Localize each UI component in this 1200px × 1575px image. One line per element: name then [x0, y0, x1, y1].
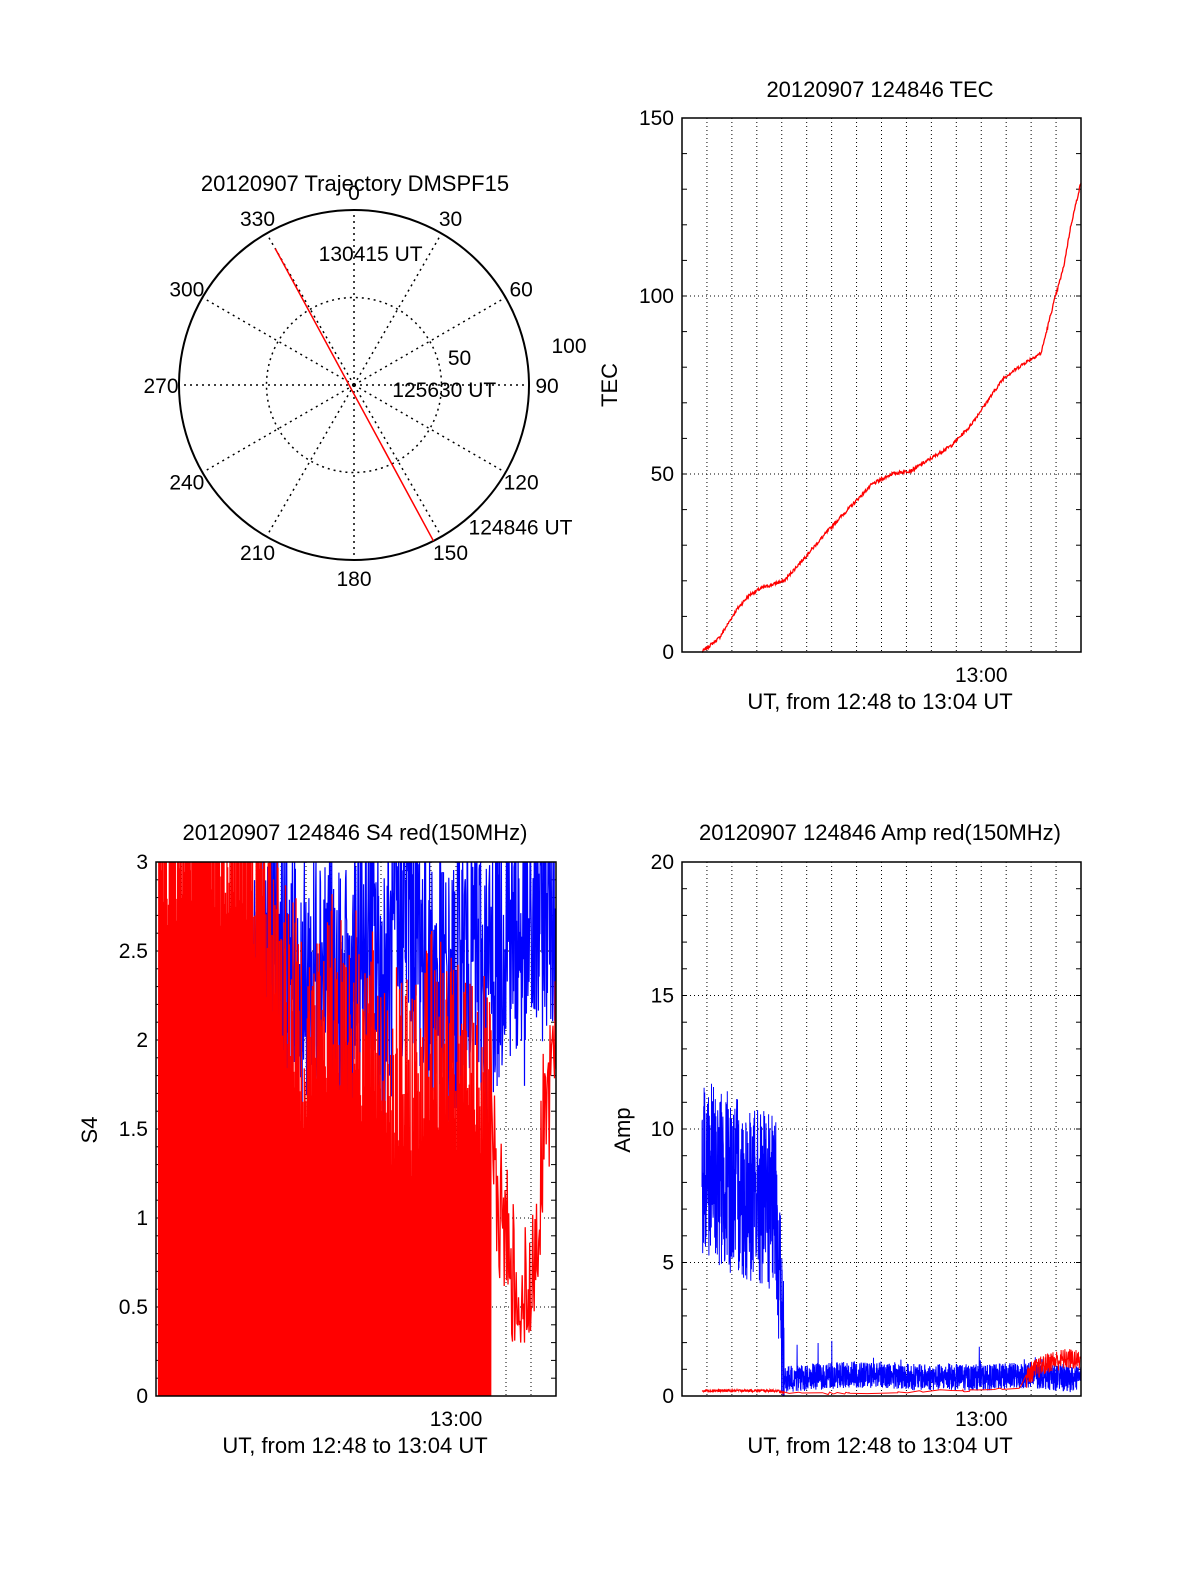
y-tick-label: 0.5	[119, 1296, 148, 1319]
s4-title: 20120907 124846 S4 red(150MHz)	[183, 820, 528, 845]
amp-series-layer	[701, 1083, 1081, 1396]
polar-spoke	[353, 384, 506, 474]
s4-xlabel: UT, from 12:48 to 13:04 UT	[222, 1433, 487, 1458]
panel-trajectory: 20120907 Trajectory DMSPF15 0 30 60 90 120 15…	[143, 171, 586, 591]
polar-angle-label: 30	[439, 208, 462, 231]
y-tick-label: 5	[662, 1252, 674, 1275]
amp-plot-area: 0 5 10 15 20 13:00	[651, 851, 1082, 1431]
polar-grid: 0 30 60 90 120 150 180 210 240 270 300 330 50 100	[143, 182, 586, 591]
x-tick-label: 13:00	[955, 664, 1008, 687]
tec-series-line	[701, 182, 1082, 653]
polar-angle-label: 0	[348, 182, 360, 205]
amp-blue-line	[701, 1083, 1081, 1396]
panel-amp: 20120907 124846 Amp red(150MHz) UT, from…	[610, 820, 1082, 1458]
trajectory-time-label: 124846 UT	[469, 516, 573, 539]
y-tick-label: 0	[136, 1385, 148, 1408]
polar-radial-label: 50	[448, 347, 471, 370]
polar-angle-label: 330	[240, 208, 275, 231]
y-tick-label: 3	[136, 851, 148, 874]
polar-spoke	[202, 296, 355, 386]
tec-xlabel: UT, from 12:48 to 13:04 UT	[747, 689, 1012, 714]
y-tick-label: 0	[662, 641, 674, 664]
amp-xlabel: UT, from 12:48 to 13:04 UT	[747, 1433, 1012, 1458]
y-tick-label: 2	[136, 1029, 148, 1052]
s4-ylabel: S4	[77, 1117, 102, 1144]
polar-angle-label: 180	[336, 568, 371, 591]
y-tick-label: 1	[136, 1207, 148, 1230]
y-tick-label: 2.5	[119, 940, 148, 963]
polar-radial-label: 100	[551, 335, 586, 358]
tec-plot-area: 0 50 100 150 13:00	[639, 107, 1082, 687]
tec-title: 20120907 124846 TEC	[766, 77, 993, 102]
polar-angle-label: 300	[169, 279, 204, 302]
polar-spoke	[265, 384, 355, 537]
amp-red-line	[701, 1349, 1081, 1396]
y-tick-label: 1.5	[119, 1118, 148, 1141]
polar-ring-50	[265, 296, 443, 474]
polar-angle-label: 210	[240, 542, 275, 565]
plot-frame	[681, 117, 1082, 653]
s4-plot-area: 0 0.5 1 1.5 2 2.5 3 13:00	[119, 851, 557, 1431]
polar-angle-label: 240	[169, 472, 204, 495]
polar-spoke	[202, 384, 355, 474]
polar-spoke	[353, 384, 443, 537]
x-tick-label: 13:00	[955, 1408, 1008, 1431]
amp-title: 20120907 124846 Amp red(150MHz)	[699, 820, 1061, 845]
polar-angle-label: 150	[433, 542, 468, 565]
tec-ylabel: TEC	[597, 363, 622, 407]
polar-spoke	[353, 296, 506, 386]
y-tick-label: 150	[639, 107, 674, 130]
polar-angle-label: 90	[535, 375, 558, 398]
polar-angle-label: 60	[509, 279, 532, 302]
polar-angle-label: 120	[504, 472, 539, 495]
trajectory-line	[274, 248, 435, 542]
s4-series-layer	[157, 862, 556, 1396]
plot-frame	[681, 861, 1082, 1397]
trajectory-time-label: 125630 UT	[392, 379, 496, 402]
trajectory-title: 20120907 Trajectory DMSPF15	[201, 171, 509, 196]
y-tick-label: 100	[639, 285, 674, 308]
y-tick-label: 15	[651, 985, 674, 1008]
polar-spoke	[353, 233, 443, 386]
panel-s4: 20120907 124846 S4 red(150MHz) UT, from …	[77, 820, 557, 1458]
y-tick-label: 10	[651, 1118, 674, 1141]
plot-frame	[155, 861, 557, 1397]
y-tick-label: 20	[651, 851, 674, 874]
trajectory-time-label: 130415 UT	[319, 243, 423, 266]
polar-marks: 130415 UT 125630 UT 124846 UT	[274, 243, 573, 542]
panel-tec: 20120907 124846 TEC UT, from 12:48 to 13…	[597, 77, 1082, 714]
s4-red-line	[157, 862, 556, 1396]
y-tick-label: 0	[662, 1385, 674, 1408]
polar-angle-label: 270	[143, 375, 178, 398]
y-tick-label: 50	[651, 463, 674, 486]
amp-ylabel: Amp	[610, 1107, 635, 1152]
x-tick-label: 13:00	[430, 1408, 483, 1431]
